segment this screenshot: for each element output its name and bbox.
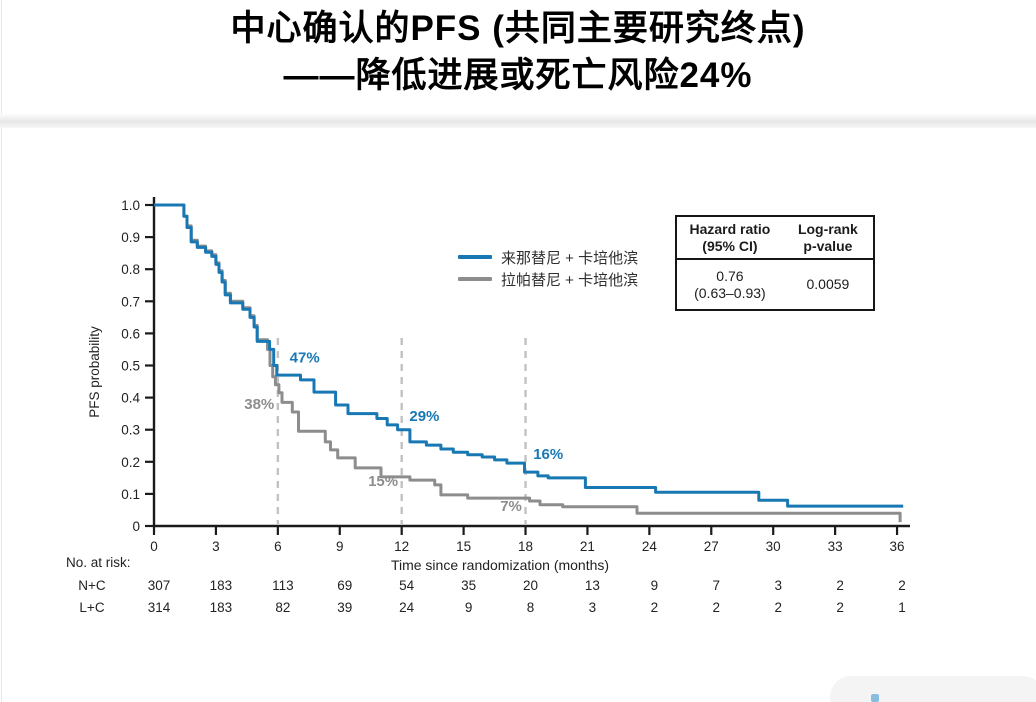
at-risk-value-N+C-30mo: 3 (774, 578, 782, 593)
log-rank-header-line1: Log-rank (797, 220, 858, 237)
x-tick-label: 15 (456, 539, 471, 554)
hazard-ratio-table: Hazard ratio (95% CI) Log-rank p-value 0… (675, 215, 875, 311)
landmark-rate-L+C-7%: 7% (500, 498, 522, 515)
landmark-rate-L+C-38%: 38% (244, 396, 274, 413)
at-risk-value-N+C-0mo: 307 (148, 578, 171, 593)
at-risk-value-L+C-18mo: 8 (527, 600, 535, 615)
x-tick-label: 18 (518, 539, 533, 554)
x-tick-label: 24 (642, 539, 658, 554)
hazard-ratio-header-line1: Hazard ratio (689, 220, 771, 237)
at-risk-value-N+C-9mo: 69 (337, 578, 352, 593)
y-tick-label: 0 (132, 519, 140, 534)
at-risk-value-N+C-6mo: 113 (272, 578, 294, 593)
at-risk-value-N+C-33mo: 2 (836, 578, 844, 593)
y-tick-label: 1.0 (121, 198, 140, 213)
y-tick-label: 0.5 (121, 359, 140, 374)
landmark-rate-N+C-47%: 47% (290, 349, 320, 366)
log-rank-header: Log-rank p-value (782, 217, 873, 260)
slide-title: 中心确认的PFS (共同主要研究终点) ——降低进展或死亡风险24% (0, 5, 1036, 99)
y-tick-label: 0.3 (121, 423, 140, 438)
km-curve-N+C (154, 203, 904, 508)
at-risk-value-N+C-15mo: 35 (461, 578, 476, 593)
legend: 来那替尼 + 卡培他滨 拉帕替尼 + 卡培他滨 (458, 246, 638, 290)
landmark-rate-L+C-15%: 15% (368, 473, 398, 490)
at-risk-value-N+C-24mo: 9 (651, 578, 659, 593)
at-risk-value-L+C-12mo: 24 (399, 600, 415, 615)
at-risk-value-L+C-24mo: 2 (651, 600, 659, 615)
log-rank-p-value: 0.0059 (783, 260, 873, 309)
at-risk-value-N+C-36mo: 2 (898, 578, 906, 593)
x-tick-label: 30 (766, 539, 781, 554)
x-tick-label: 3 (212, 539, 220, 554)
at-risk-value-L+C-3mo: 183 (210, 600, 233, 615)
at-risk-value-L+C-15mo: 9 (465, 600, 473, 615)
hazard-ratio-value: 0.76 (0.63–0.93) (677, 260, 783, 309)
left-edge-artifact (1, 0, 2, 702)
x-tick-label: 0 (150, 539, 158, 554)
at-risk-value-N+C-12mo: 54 (399, 578, 415, 593)
at-risk-value-L+C-0mo: 314 (148, 600, 171, 615)
p-value-text: 0.0059 (806, 276, 850, 292)
at-risk-value-N+C-18mo: 20 (523, 578, 538, 593)
at-risk-value-L+C-30mo: 2 (774, 600, 782, 615)
slide-title-line2: ——降低进展或死亡风险24% (283, 56, 753, 95)
lapatinib-line-swatch-icon (458, 277, 492, 281)
landmark-rate-N+C-29%: 29% (409, 408, 439, 425)
at-risk-value-L+C-33mo: 2 (836, 600, 844, 615)
at-risk-row-name-L+C: L+C (79, 600, 104, 615)
x-tick-label: 12 (394, 539, 409, 554)
hazard-ratio-header: Hazard ratio (95% CI) (677, 217, 783, 260)
slide-title-line1: 中心确认的PFS (共同主要研究终点) (230, 9, 806, 48)
neratinib-line-swatch-icon (458, 255, 492, 259)
y-tick-label: 0.7 (121, 294, 140, 309)
legend-item-neratinib-capecitabine: 来那替尼 + 卡培他滨 (458, 246, 638, 268)
legend-label-neratinib: 来那替尼 + 卡培他滨 (501, 249, 639, 267)
y-tick-label: 0.9 (121, 230, 140, 245)
x-tick-label: 9 (336, 539, 344, 554)
at-risk-value-L+C-27mo: 2 (713, 600, 721, 615)
y-tick-label: 0.4 (121, 391, 140, 406)
landmark-rate-N+C-16%: 16% (533, 446, 563, 463)
x-tick-label: 21 (580, 539, 595, 554)
at-risk-value-L+C-9mo: 39 (337, 600, 352, 615)
at-risk-value-N+C-3mo: 183 (210, 578, 233, 593)
y-tick-label: 0.6 (121, 326, 140, 341)
at-risk-value-L+C-21mo: 3 (589, 600, 597, 615)
at-risk-label: No. at risk: (66, 555, 131, 570)
hazard-ratio-value-line1: 0.76 (716, 267, 744, 284)
legend-item-lapatinib-capecitabine: 拉帕替尼 + 卡培他滨 (458, 268, 638, 290)
bottom-right-blue-dot-artifact (871, 694, 879, 702)
bottom-right-overlay-artifact (830, 676, 1036, 702)
y-tick-label: 0.1 (121, 487, 140, 502)
x-axis-title: Time since randomization (months) (391, 557, 609, 573)
at-risk-row-name-N+C: N+C (78, 578, 106, 593)
log-rank-header-line2: p-value (803, 237, 853, 254)
y-tick-label: 0.2 (121, 455, 140, 470)
y-axis-title: PFS probability (87, 326, 102, 418)
at-risk-value-N+C-21mo: 13 (585, 578, 600, 593)
at-risk-value-L+C-36mo: 1 (898, 600, 906, 615)
at-risk-value-N+C-27mo: 7 (713, 578, 721, 593)
y-tick-label: 0.8 (121, 262, 140, 277)
x-tick-label: 27 (704, 539, 719, 554)
hazard-ratio-header-line2: (95% CI) (702, 237, 758, 254)
legend-label-lapatinib: 拉帕替尼 + 卡培他滨 (501, 271, 639, 289)
x-tick-label: 33 (828, 539, 843, 554)
x-tick-label: 36 (890, 539, 905, 554)
at-risk-value-L+C-6mo: 82 (275, 600, 290, 615)
x-tick-label: 6 (274, 539, 282, 554)
hazard-ratio-ci: (0.63–0.93) (694, 284, 766, 301)
title-divider-band (0, 114, 1036, 128)
